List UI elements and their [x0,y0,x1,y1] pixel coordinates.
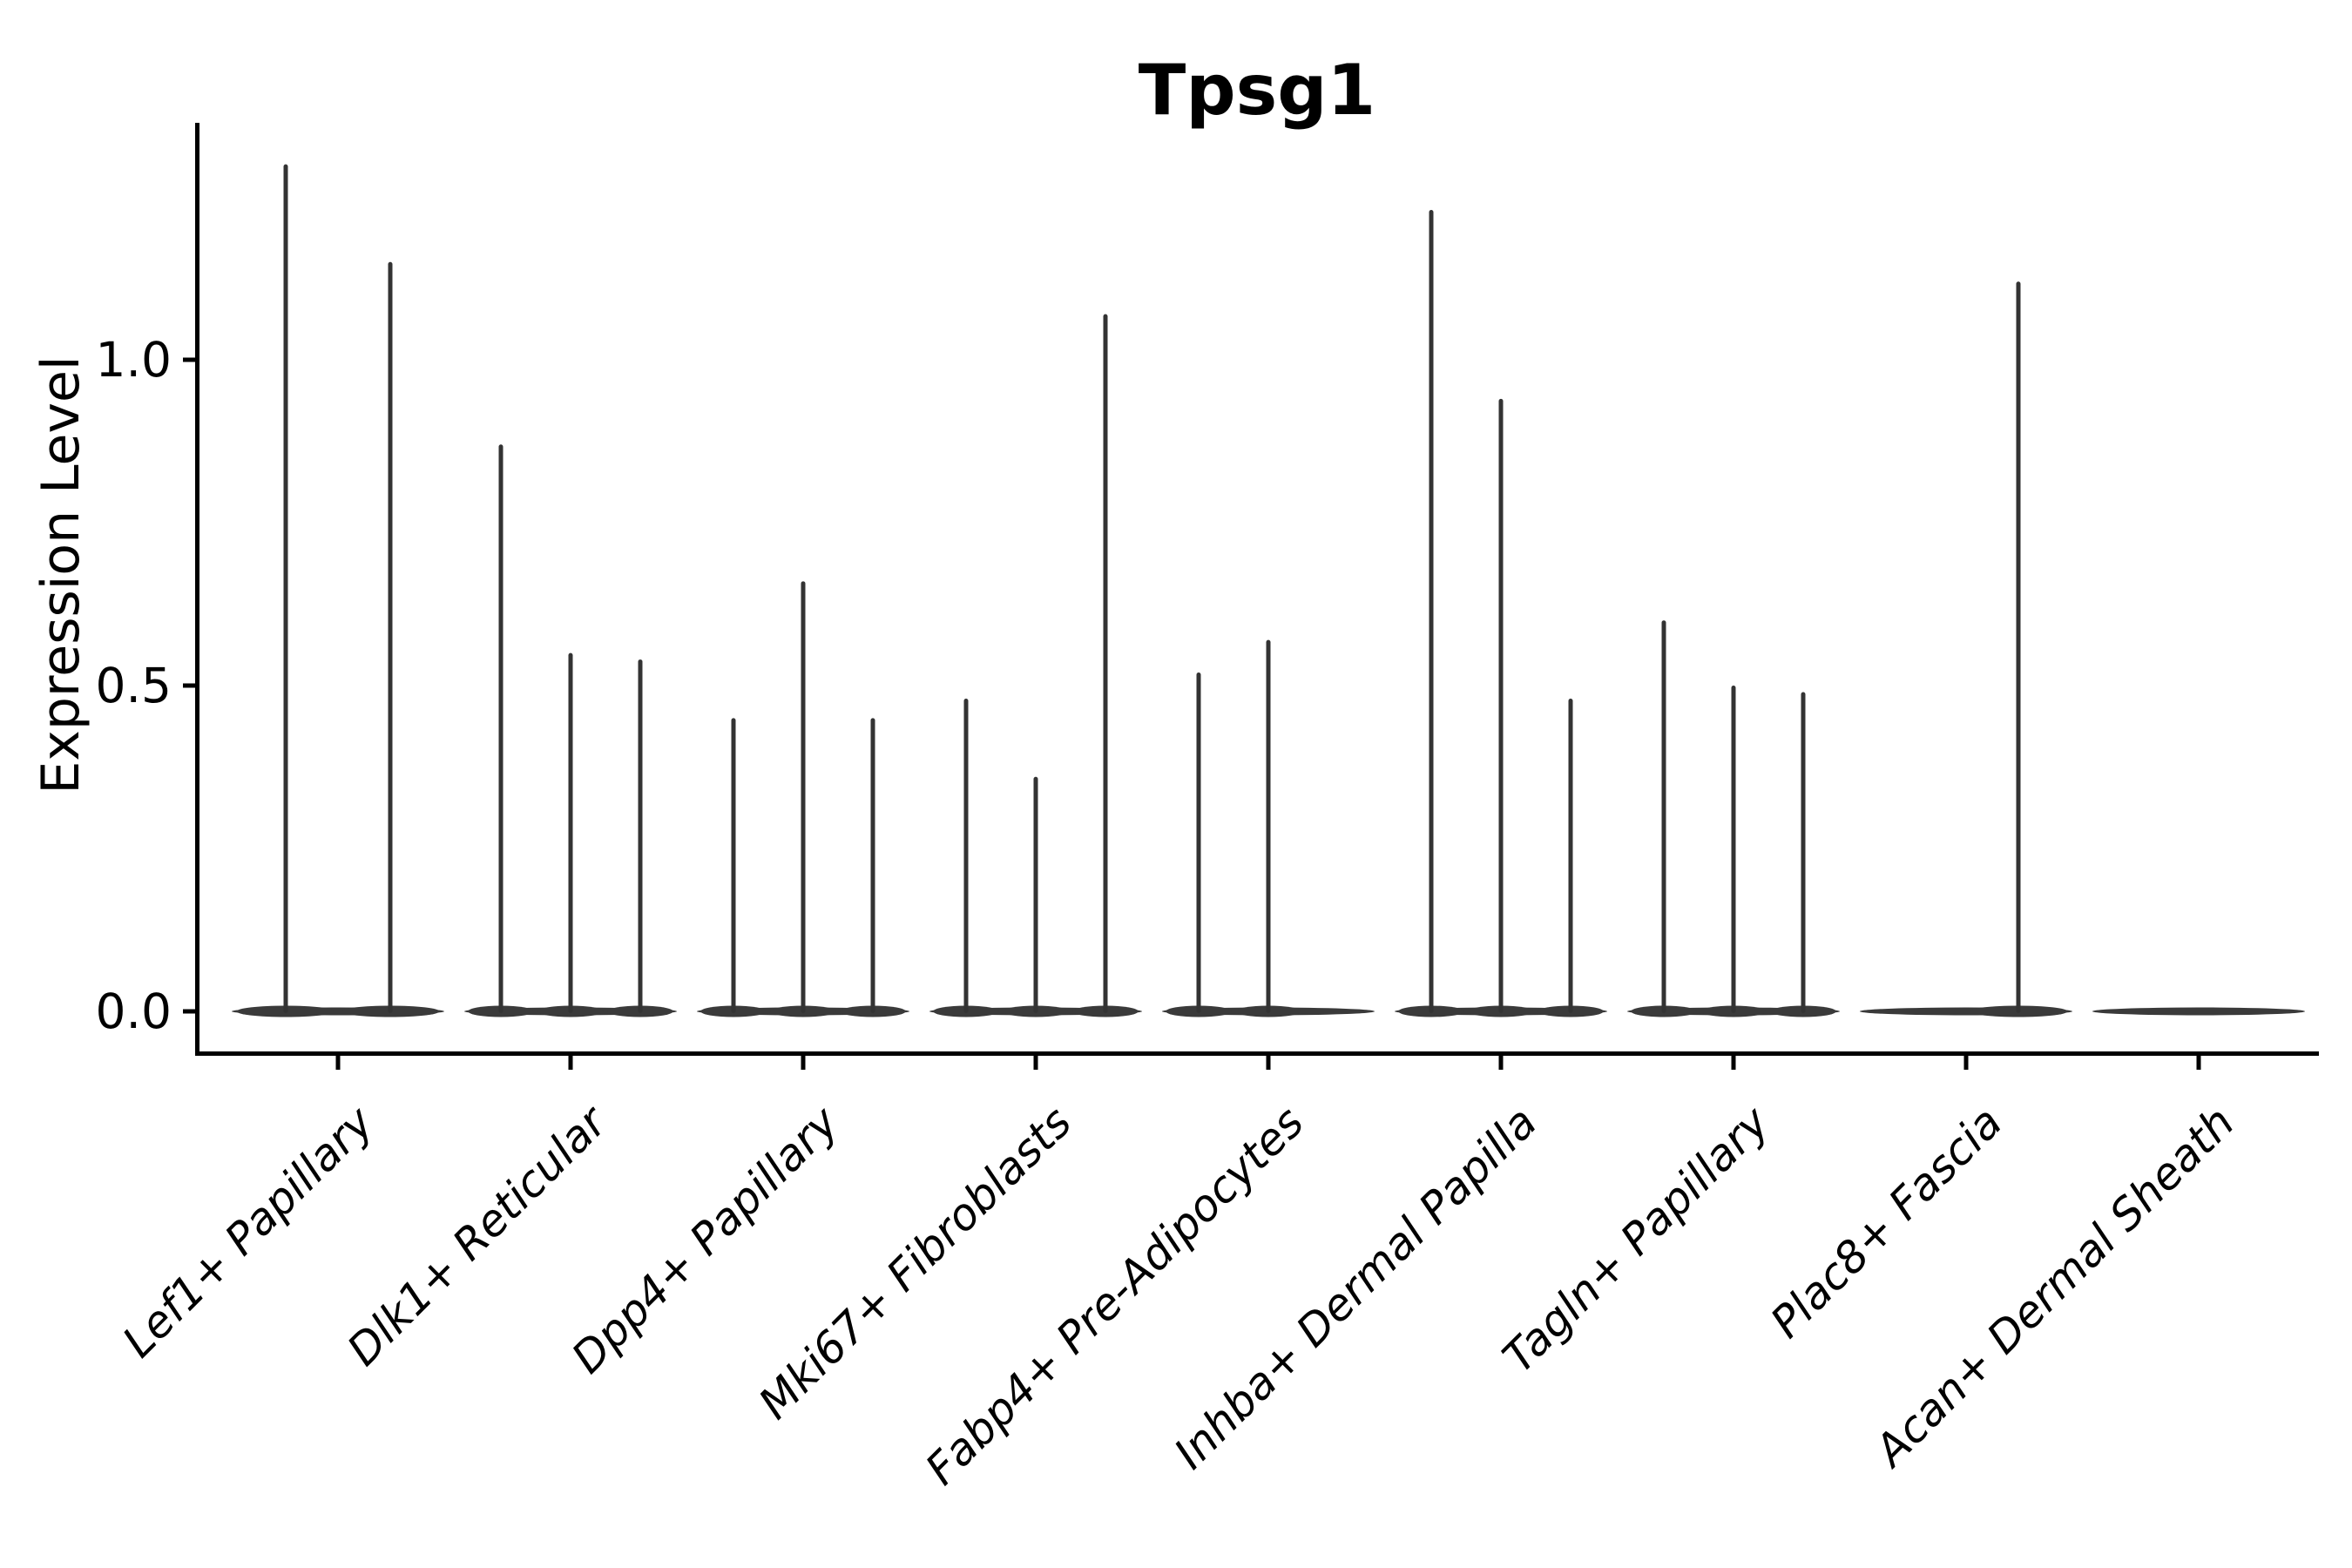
violin-spike [568,652,573,1013]
violin-spike [870,718,875,1013]
y-tick-label: 0.0 [95,983,172,1039]
x-axis-spine [195,1051,2319,1056]
violin-spike [498,444,504,1013]
x-tick-mark [568,1056,573,1070]
violin-baseline [2092,1007,2305,1016]
y-tick-label: 1.0 [95,332,172,388]
violin-spike [1266,639,1271,1013]
y-axis-label: Expression Level [30,355,91,794]
violin-spike [1661,620,1666,1013]
x-tick-mark [801,1056,806,1070]
violin-spike [1731,686,1736,1013]
violin-spike [1033,776,1038,1013]
x-tick-mark [2196,1056,2201,1070]
violin-spike [1196,672,1201,1013]
y-tick-mark [183,683,195,688]
x-tick-mark [1266,1056,1271,1070]
violin-spike [963,698,969,1013]
y-tick-label: 0.5 [95,658,172,713]
x-tick-mark [1963,1056,1969,1070]
violin-spike [801,581,806,1013]
y-tick-mark [183,1009,195,1014]
violin-spike [388,261,393,1013]
x-tick-mark [1498,1056,1504,1070]
violin-spike [638,659,643,1013]
violin-spike [283,164,288,1014]
violin-spike [1103,314,1108,1013]
x-tick-mark [1731,1056,1736,1070]
chart-title: Tpsg1 [1138,50,1376,131]
violin-spike [1429,209,1434,1013]
x-tick-mark [335,1056,341,1070]
violin-spike [2016,281,2021,1013]
y-axis-spine [195,123,199,1056]
violin-spike [1498,398,1504,1013]
violin-spike [731,718,736,1013]
x-tick-mark [1033,1056,1038,1070]
y-tick-mark [183,357,195,362]
violin-spike [1801,692,1806,1013]
violin-spike [1568,698,1573,1013]
